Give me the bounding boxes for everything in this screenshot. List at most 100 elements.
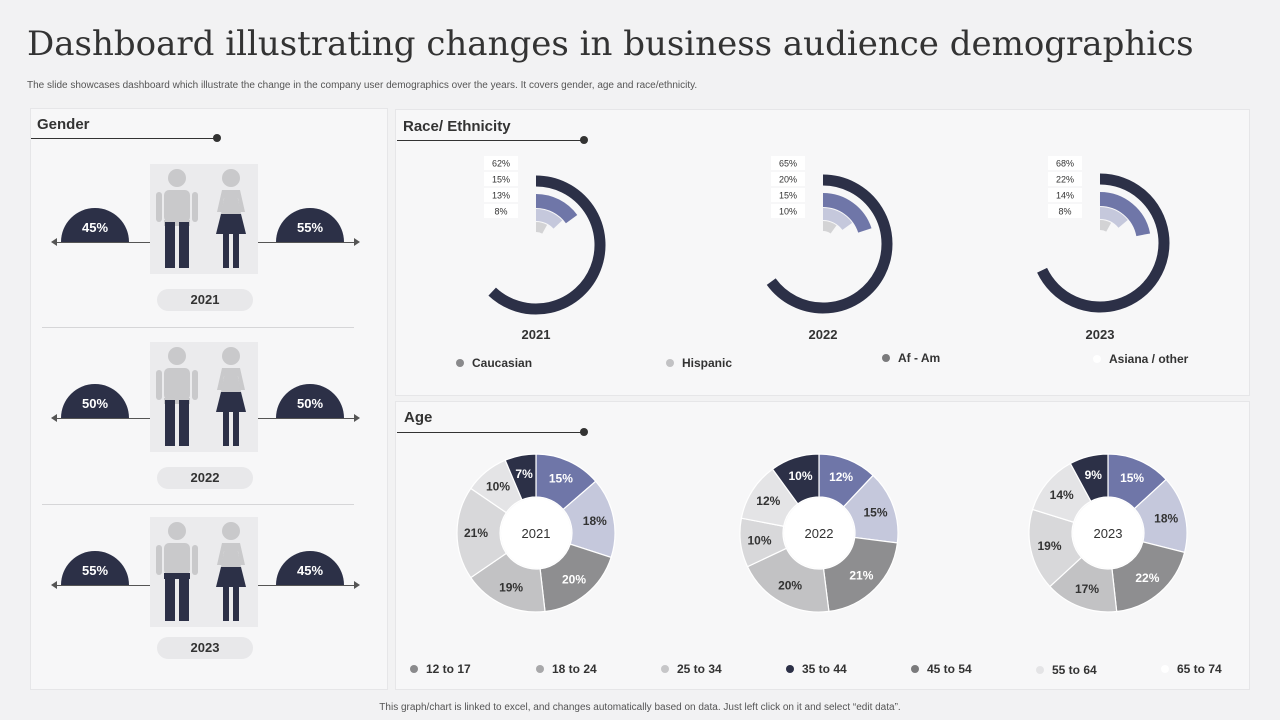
race-value-box xyxy=(771,156,805,170)
female-figure-icon xyxy=(204,164,258,274)
age-title: Age xyxy=(404,409,433,426)
legend-dot xyxy=(911,664,919,673)
race-arc xyxy=(488,175,606,315)
gender-separator xyxy=(42,327,354,328)
race-year-label: 2021 xyxy=(522,327,551,342)
age-slice-label: 12% xyxy=(829,470,853,484)
male-figure-icon xyxy=(150,517,204,627)
age-legend-item: 25 to 34 xyxy=(661,662,722,676)
age-slice-label: 15% xyxy=(863,506,887,520)
age-slice xyxy=(822,536,899,613)
legend-label: Af - Am xyxy=(898,351,941,365)
race-chart: 62% 15% 13% 8% 2021 65% 20% 15% 10% 2022 68% 22% 14%… xyxy=(484,156,1170,342)
age-slice-label: 14% xyxy=(1050,488,1074,502)
legend-dot xyxy=(882,353,890,362)
donut-hole xyxy=(784,498,854,568)
legend-label: 45 to 54 xyxy=(927,662,972,676)
race-legend-item: Caucasian xyxy=(456,356,532,370)
age-year-label: 2021 xyxy=(522,526,551,541)
race-value-box xyxy=(1048,156,1082,170)
age-slice xyxy=(771,453,820,505)
legend-label: 18 to 24 xyxy=(552,662,597,676)
footer-note: This graph/chart is linked to excel, and… xyxy=(379,702,901,713)
race-value-label: 8% xyxy=(1058,207,1071,217)
legend-dot xyxy=(786,664,794,673)
arrow-left-icon xyxy=(51,414,57,422)
age-slice-label: 10% xyxy=(486,480,510,494)
arrow-right-icon xyxy=(354,414,360,422)
arrow-left-icon xyxy=(51,238,57,246)
race-value-box xyxy=(771,188,805,202)
age-legend-item: 35 to 44 xyxy=(786,662,847,676)
age-slice-label: 19% xyxy=(499,581,523,595)
race-value-box xyxy=(1048,188,1082,202)
legend-dot xyxy=(666,358,674,367)
race-value-label: 65% xyxy=(779,159,797,169)
race-arc xyxy=(1099,207,1128,229)
page-title: Dashboard illustrating changes in busine… xyxy=(27,24,1194,64)
legend-dot xyxy=(456,358,464,367)
age-slice-label: 21% xyxy=(464,526,488,540)
age-slice-label: 10% xyxy=(747,534,771,548)
age-slice-label: 22% xyxy=(1135,571,1159,585)
race-value-box xyxy=(484,172,518,186)
age-title-dot xyxy=(580,428,588,436)
age-slice-label: 12% xyxy=(756,494,780,508)
legend-label: 65 to 74 xyxy=(1177,662,1222,676)
age-slice-label: 9% xyxy=(1085,468,1103,482)
age-legend-item: 65 to 74 xyxy=(1161,662,1222,676)
race-value-label: 22% xyxy=(1056,175,1074,185)
age-slice-label: 19% xyxy=(1037,539,1061,553)
age-year-label: 2023 xyxy=(1094,526,1123,541)
race-value-box xyxy=(771,172,805,186)
race-value-label: 8% xyxy=(494,207,507,217)
race-value-label: 15% xyxy=(492,175,510,185)
gender-year-label: 2022 xyxy=(157,467,253,489)
age-slice-label: 7% xyxy=(515,467,533,481)
legend-dot xyxy=(661,664,669,673)
race-value-label: 68% xyxy=(1056,159,1074,169)
legend-dot xyxy=(536,664,544,673)
race-value-label: 62% xyxy=(492,159,510,169)
race-legend-item: Af - Am xyxy=(882,351,940,365)
legend-label: Caucasian xyxy=(472,356,533,370)
age-legend-item: 45 to 54 xyxy=(911,662,972,676)
age-slice-label: 15% xyxy=(1120,471,1144,485)
race-title: Race/ Ethnicity xyxy=(403,118,511,135)
legend-dot xyxy=(1093,354,1101,363)
race-arc xyxy=(1099,192,1151,237)
legend-dot xyxy=(410,664,418,673)
age-slice-label: 20% xyxy=(562,572,586,586)
race-arc xyxy=(1037,173,1170,313)
race-panel xyxy=(395,109,1250,396)
race-year-label: 2022 xyxy=(809,327,838,342)
age-chart: 15%18%20%19%21%10%7%202112%15%21%20%10%1… xyxy=(456,453,1188,613)
race-arc xyxy=(822,208,853,231)
age-slice xyxy=(504,453,537,501)
legend-label: 35 to 44 xyxy=(802,662,847,676)
male-figure-icon xyxy=(150,164,204,274)
race-radial-chart: 68% 22% 14% 8% 2023 xyxy=(1037,156,1170,342)
race-radial-chart: 62% 15% 13% 8% 2021 xyxy=(484,156,606,342)
arrow-right-icon xyxy=(354,238,360,246)
race-arc xyxy=(535,194,578,224)
race-value-box xyxy=(484,204,518,218)
female-figure-icon xyxy=(204,342,258,452)
race-value-box xyxy=(1048,172,1082,186)
gender-title-underline xyxy=(31,138,215,139)
race-arc xyxy=(766,174,893,314)
gender-year-label: 2021 xyxy=(157,289,253,311)
age-legend-item: 12 to 17 xyxy=(410,662,471,676)
race-legend-item: Asiana / other xyxy=(1093,352,1188,366)
age-slice-label: 10% xyxy=(788,469,812,483)
age-title-underline xyxy=(397,432,583,433)
donut-hole xyxy=(501,498,571,568)
age-slice xyxy=(1069,453,1109,503)
age-slice-label: 20% xyxy=(778,579,802,593)
age-slice-label: 15% xyxy=(549,471,573,485)
race-value-box xyxy=(484,188,518,202)
gender-title: Gender xyxy=(37,116,90,133)
race-value-label: 15% xyxy=(779,191,797,201)
age-slice-label: 17% xyxy=(1075,582,1099,596)
race-title-dot xyxy=(580,136,588,144)
